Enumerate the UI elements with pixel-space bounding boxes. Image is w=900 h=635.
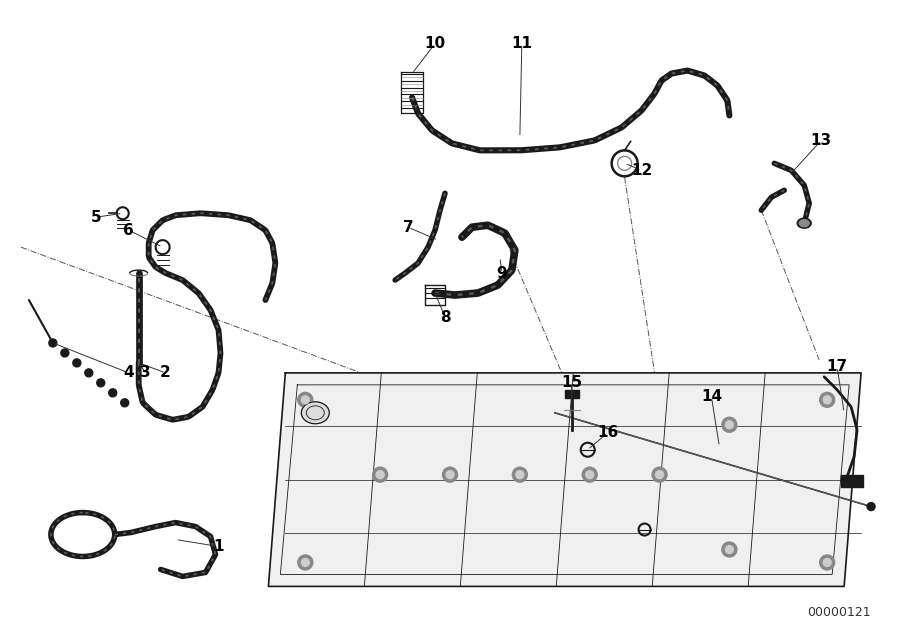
- Text: 5: 5: [91, 210, 101, 225]
- Circle shape: [582, 467, 598, 482]
- Circle shape: [302, 558, 310, 566]
- Circle shape: [586, 471, 594, 479]
- Circle shape: [298, 555, 313, 570]
- Text: 11: 11: [511, 36, 532, 51]
- Circle shape: [373, 467, 388, 482]
- Circle shape: [725, 421, 734, 429]
- Circle shape: [109, 389, 117, 397]
- Circle shape: [820, 555, 834, 570]
- Circle shape: [376, 471, 384, 479]
- Text: 13: 13: [811, 133, 832, 148]
- Circle shape: [443, 467, 457, 482]
- Polygon shape: [268, 373, 861, 586]
- Text: 9: 9: [497, 265, 508, 281]
- Circle shape: [725, 545, 734, 554]
- Circle shape: [820, 392, 834, 407]
- Circle shape: [867, 502, 875, 511]
- Text: 3: 3: [140, 365, 151, 380]
- Text: 15: 15: [562, 375, 582, 391]
- Text: 7: 7: [403, 220, 413, 235]
- Text: 12: 12: [631, 163, 652, 178]
- Circle shape: [302, 396, 310, 404]
- Text: 10: 10: [425, 36, 446, 51]
- Circle shape: [85, 369, 93, 377]
- Circle shape: [73, 359, 81, 367]
- Ellipse shape: [302, 402, 329, 424]
- Ellipse shape: [799, 220, 809, 227]
- Circle shape: [121, 399, 129, 407]
- Text: 2: 2: [160, 365, 171, 380]
- Text: 8: 8: [440, 309, 450, 324]
- Bar: [842, 474, 863, 486]
- Text: 16: 16: [597, 425, 618, 440]
- Circle shape: [824, 558, 832, 566]
- Circle shape: [824, 396, 832, 404]
- Ellipse shape: [797, 218, 811, 228]
- Circle shape: [49, 339, 57, 347]
- Text: 17: 17: [826, 359, 848, 375]
- Text: 00000121: 00000121: [807, 606, 871, 619]
- Circle shape: [655, 471, 663, 479]
- Circle shape: [512, 467, 527, 482]
- Text: 6: 6: [123, 223, 134, 237]
- Bar: [564, 390, 579, 398]
- Circle shape: [722, 542, 737, 557]
- Circle shape: [516, 471, 524, 479]
- Text: 4: 4: [123, 365, 134, 380]
- Circle shape: [652, 467, 667, 482]
- Circle shape: [298, 392, 313, 407]
- Circle shape: [446, 471, 454, 479]
- Circle shape: [722, 417, 737, 432]
- Text: 1: 1: [213, 539, 224, 554]
- Circle shape: [97, 379, 104, 387]
- Text: 14: 14: [701, 389, 722, 404]
- Circle shape: [61, 349, 68, 357]
